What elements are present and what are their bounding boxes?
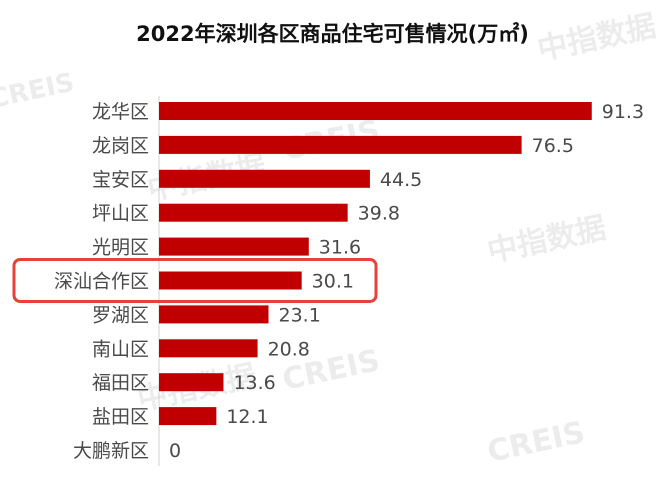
category-label: 深汕合作区: [54, 271, 149, 293]
bar: [159, 305, 269, 324]
data-label: 30.1: [312, 271, 354, 293]
watermark: 中指数据: [484, 211, 609, 270]
data-label: 39.8: [358, 203, 400, 225]
category-label: 盐田区: [92, 406, 149, 428]
watermark: CREIS: [484, 415, 588, 470]
category-label: 大鹏新区: [73, 440, 149, 462]
bar: [159, 373, 224, 392]
category-label: 宝安区: [92, 169, 149, 191]
bar: [159, 271, 302, 290]
data-label: 91.3: [602, 101, 644, 123]
chart-title: 2022年深圳各区商品住宅可售情况(万㎡): [136, 22, 529, 46]
bar: [159, 169, 370, 188]
category-label: 坪山区: [92, 203, 149, 225]
category-label: 光明区: [92, 237, 149, 259]
data-label: 20.8: [268, 338, 310, 360]
category-label: 龙华区: [92, 101, 149, 123]
category-label: 罗湖区: [92, 304, 149, 326]
bar: [159, 135, 522, 154]
category-label: 南山区: [92, 338, 149, 360]
data-label: 0: [169, 440, 181, 462]
category-label: 福田区: [92, 372, 149, 394]
highlight-box: [12, 258, 378, 303]
bar: [159, 102, 592, 120]
data-label: 12.1: [226, 406, 268, 428]
data-label: 13.6: [233, 372, 275, 394]
bar: [159, 237, 309, 256]
bar: [159, 339, 258, 358]
watermark: CREIS: [0, 68, 77, 115]
data-label: 23.1: [278, 304, 320, 326]
bars-layer: 龙华区 91.3 龙岗区 76.5 宝安区 44.5 坪山区 39.8 光明区 31.6 深汕合作区…: [54, 101, 644, 462]
data-label: 44.5: [380, 169, 422, 191]
data-label: 31.6: [319, 237, 361, 259]
bar: [159, 203, 348, 222]
watermark: 中指数据: [534, 9, 659, 68]
category-label: 龙岗区: [92, 135, 149, 157]
data-label: 76.5: [532, 135, 574, 157]
bar: [159, 407, 217, 426]
